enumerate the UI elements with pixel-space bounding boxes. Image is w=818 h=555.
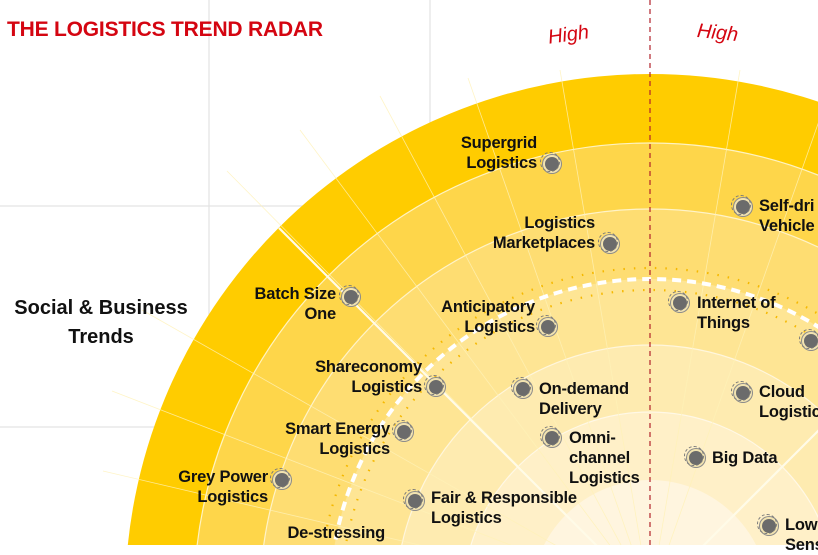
trend-label: Sens [785,536,818,554]
trend-internet-of-things[interactable]: Internet of Things [697,293,776,333]
trend-label: Delivery [539,400,602,418]
trend-label: Big Data [712,449,778,467]
trend-label: Logistics [197,488,268,506]
trend-label: Omni- [569,429,616,447]
trend-label: Logistics [524,214,595,232]
trend-anticipatory-logistics[interactable]: Anticipatory Logistics [441,297,535,337]
trend-on-demand-delivery[interactable]: On-demand Delivery [539,379,629,419]
trend-big-data[interactable]: Big Data [712,448,778,468]
trend-marker-icon[interactable] [731,195,751,215]
axis-label-high-right: High [696,19,740,47]
trend-supergrid-logistics[interactable]: Supergrid Logistics [461,133,537,173]
trend-marker-icon[interactable] [403,489,423,509]
trend-marker-icon[interactable] [511,377,531,397]
trend-label: Anticipatory [441,298,535,316]
trend-label: Self-dri [759,197,815,215]
trend-marker-icon[interactable] [668,291,688,311]
trend-cloud-logistics[interactable]: Cloud Logistic [759,382,818,422]
trend-label: Things [697,314,750,332]
trend-marker-icon[interactable] [731,381,751,401]
trend-marker-icon[interactable] [392,420,412,440]
trend-marker-icon[interactable] [339,285,359,305]
section-label-line: Social & Business [14,297,188,319]
section-label-line: Trends [68,326,134,348]
trend-marker-icon[interactable] [684,446,704,466]
trend-label: Batch Size [254,285,337,303]
trend-label: Logistics [464,318,535,336]
trend-grey-power-logistics[interactable]: Grey Power Logistics [178,467,268,507]
trend-low-cost-sensor[interactable]: Low Sens [785,515,818,555]
trend-marker-icon[interactable] [799,329,818,349]
radar-rings [127,74,818,545]
trend-label: Fair & Responsible [431,489,577,507]
trend-label: De-stressing [287,524,385,542]
trend-marker-icon[interactable] [757,514,777,534]
trend-label: Logistics [319,440,390,458]
trend-label: Low [785,516,818,534]
trend-marker-icon[interactable] [540,152,560,172]
trend-marker-icon[interactable] [598,232,618,252]
trend-label: Smart Energy [285,420,390,438]
trend-shareconomy-logistics[interactable]: Shareconomy Logistics [315,357,422,397]
trend-marker-icon[interactable] [536,315,556,335]
section-label-social-business: Social & Business Trends [0,294,202,352]
trend-marker-icon[interactable] [270,468,290,488]
trend-label: Internet of [697,294,776,312]
trend-label: channel [569,449,630,467]
trend-marker-icon[interactable] [424,375,444,395]
trend-label: Shareconomy [315,358,422,376]
trend-label: Logistic [759,403,818,421]
trend-label: Logistics [466,154,537,172]
trend-label: Vehicle [759,217,815,235]
trend-label: Cloud [759,383,805,401]
trend-fair-responsible-logistics[interactable]: Fair & Responsible Logistics [431,488,577,528]
trend-label: Marketplaces [492,234,595,252]
trend-smart-energy-logistics[interactable]: Smart Energy Logistics [285,419,390,459]
page-title: THE LOGISTICS TREND RADAR [7,18,323,41]
trend-label: Logistics [569,469,640,487]
trend-marker-icon[interactable] [540,426,560,446]
trend-label: Supergrid [460,134,537,152]
trend-label: On-demand [539,380,629,398]
trend-label: Logistics [351,378,422,396]
trend-batch-size-one[interactable]: Batch Size One [254,284,337,324]
trend-self-driving-vehicles[interactable]: Self-dri Vehicle [759,196,815,236]
trend-label: Logistics [431,509,502,527]
trend-label: One [304,305,337,323]
trend-logistics-marketplaces[interactable]: Logistics Marketplaces [493,213,595,253]
trend-omni-channel-logistics[interactable]: Omni- channel Logistics [569,428,640,488]
trend-label: Grey Power [178,468,268,486]
trend-de-stressing[interactable]: De-stressing [287,523,385,543]
